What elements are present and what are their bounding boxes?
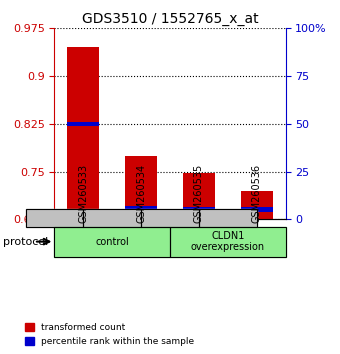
Text: GSM260533: GSM260533 [78, 164, 88, 223]
Bar [241, 191, 273, 219]
Title: GDS3510 / 1552765_x_at: GDS3510 / 1552765_x_at [82, 12, 258, 26]
Bar [183, 173, 215, 219]
Bar [183, 207, 215, 211]
Bar [67, 122, 99, 126]
Bar [125, 156, 157, 219]
Legend: transformed count, percentile rank within the sample: transformed count, percentile rank withi… [21, 320, 198, 349]
Text: GSM260535: GSM260535 [194, 164, 204, 223]
Text: CLDN1
overexpression: CLDN1 overexpression [191, 231, 265, 252]
Bar [67, 47, 99, 219]
Bar [125, 206, 157, 210]
Text: GSM260536: GSM260536 [252, 164, 262, 223]
Text: GSM260534: GSM260534 [136, 164, 146, 223]
Text: protocol: protocol [3, 236, 49, 247]
Text: control: control [95, 236, 129, 247]
Bar [241, 207, 273, 212]
